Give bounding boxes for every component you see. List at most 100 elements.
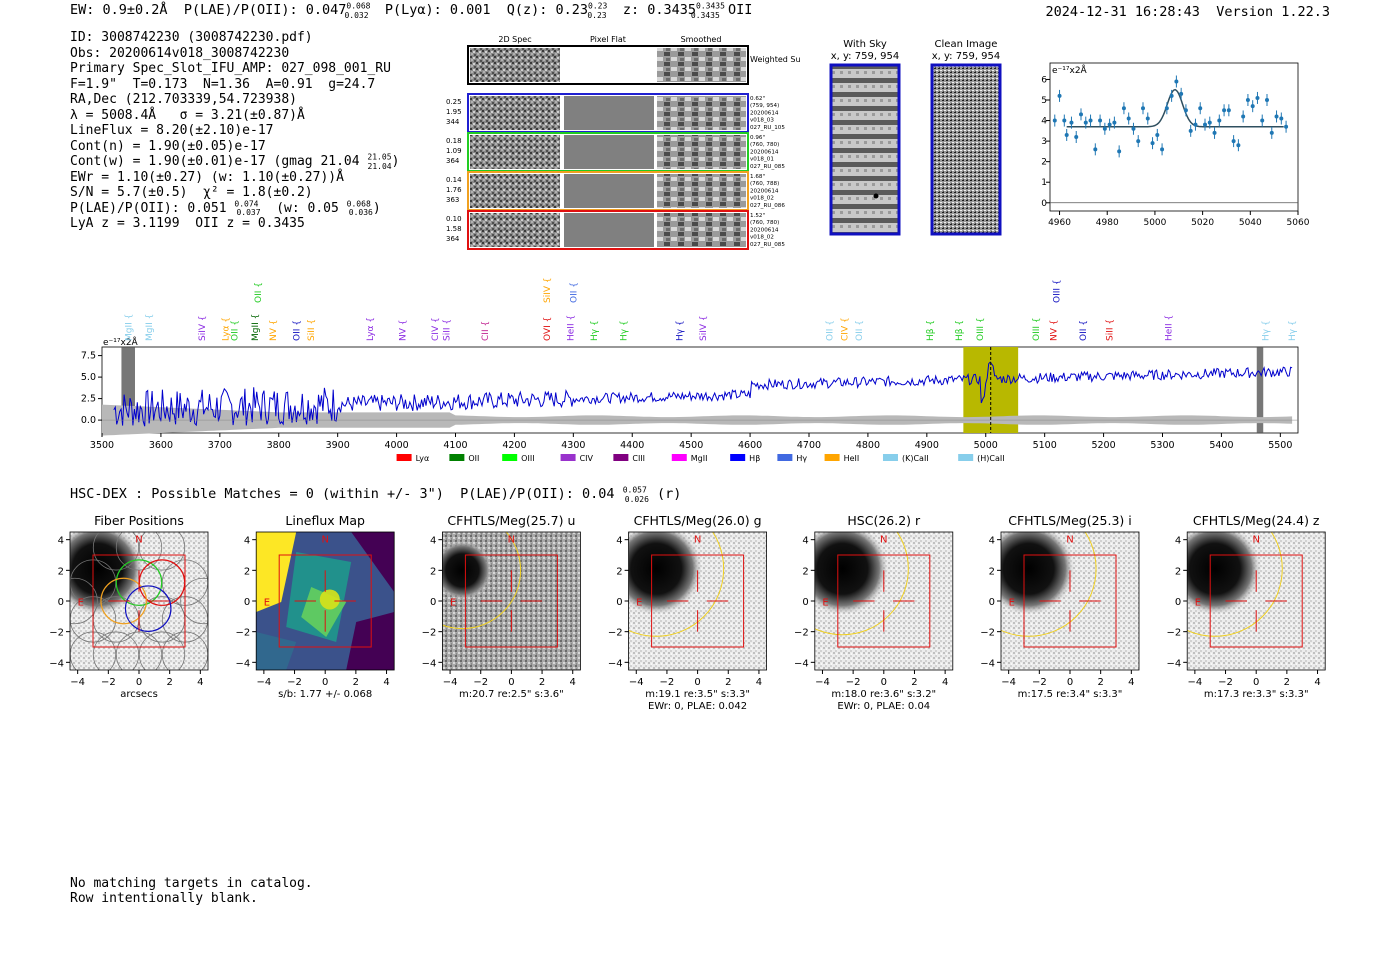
lineflux-patch: [346, 612, 395, 670]
image-xtick-label: 0: [1067, 677, 1073, 688]
spectrum-xtick-label: 5000: [974, 440, 998, 451]
image-ytick-label: 0: [616, 597, 622, 608]
zoom-point: [1231, 139, 1236, 144]
zoom-point: [1062, 118, 1067, 123]
image-xtick-label: 0: [694, 677, 700, 688]
spectrum-line-label-text: SiII {: [443, 319, 453, 341]
image-ytick-label: 2: [244, 566, 250, 577]
image-ytick-label: 4: [802, 536, 808, 547]
zoom-point: [1203, 122, 1207, 127]
zoom-xtick-label: 5040: [1239, 218, 1262, 228]
cutout-detail: 027_RU_085: [750, 242, 785, 248]
spectrum-ytick-label: 7.5: [81, 351, 96, 362]
info-primary: Primary Spec_Slot_IFU_AMP: 027_098_001_R…: [70, 61, 391, 76]
cutout-row: 0.14 1.76 363 1.68"(760, 788)20200614 v018_0…: [446, 171, 785, 211]
cutout-row: 0.25 1.95 344 0.62"(759, 954)20200614 v018_0…: [446, 93, 785, 133]
image-aperture: [628, 532, 725, 637]
image-xtick-label: 4: [1314, 677, 1320, 688]
image-panel-title: CFHTLS/Meg(24.4) z: [1193, 513, 1320, 528]
fiber-circle: [138, 631, 186, 670]
spectrum-legend-swatch: [396, 454, 412, 461]
spectrum-ytick-label: 0.0: [81, 415, 96, 426]
header-version: Version 1.22.3: [1216, 4, 1330, 20]
cutout-2d: [470, 96, 560, 130]
cutout-detail: 20200614: [750, 188, 779, 194]
image-caption: m:20.7 re:2.5" s:3.6": [459, 689, 564, 700]
zoom-point: [1098, 118, 1103, 123]
spectrum-legend-label: CIII: [632, 454, 645, 463]
image-ytick-label: −2: [794, 628, 809, 639]
cutout-smoothed: [657, 96, 746, 130]
image-panel-title: CFHTLS/Meg(25.7) u: [447, 513, 575, 528]
spectrum-line-label-text: OII {: [231, 320, 241, 341]
zoom-point: [1279, 116, 1284, 121]
zoom-xtick-label: 4960: [1048, 218, 1071, 228]
spectrum-line-label: HeII {: [566, 315, 576, 341]
compass-east: E: [822, 598, 828, 609]
image-box: [1209, 554, 1303, 648]
spectrum-xtick-label: 5200: [1091, 440, 1115, 451]
zoom-point: [1079, 112, 1083, 117]
col-smoothed: Smoothed: [681, 35, 722, 44]
image-box: [278, 554, 372, 648]
cutout-n3: 364: [446, 235, 460, 243]
zoom-ytick-label: 3: [1041, 137, 1047, 147]
spectrum-line-label-text: Lyα {: [222, 317, 232, 341]
spectrum-line-label: OII {: [569, 282, 579, 303]
zoom-point: [1217, 118, 1222, 123]
image-ytick-label: 2: [989, 566, 995, 577]
info-radec: RA,Dec (212.703339,54.723938): [70, 92, 297, 107]
sky-panel: With Sky x, y: 759, 954 Clean Image x, y…: [829, 39, 1002, 236]
zoom-point: [1245, 98, 1250, 102]
cutout-2d: [470, 213, 560, 247]
spectrum-line-label-text: MgII {: [251, 314, 261, 341]
spectrum-legend-swatch: [560, 454, 576, 461]
zoom-point: [1069, 120, 1074, 125]
zoom-xtick-label: 5020: [1191, 218, 1214, 228]
zoom-point: [1112, 120, 1117, 125]
cutout-detail: 1.68": [750, 174, 765, 180]
spectrum-line-label-text: CII {: [481, 321, 491, 341]
spectrum-line-label: SiIV {: [543, 277, 553, 303]
spectrum-line-label: OII {: [826, 320, 836, 341]
zoom-point: [1222, 108, 1227, 113]
spectrum-legend-label: CIV: [580, 454, 594, 463]
spectrum-xtick-label: 5500: [1268, 440, 1292, 451]
spectrum-legend-swatch: [671, 454, 687, 461]
compass-east: E: [636, 598, 642, 609]
image-ytick-label: −4: [608, 658, 623, 669]
spectrum-line-label: SiIV {: [699, 315, 709, 341]
image-xtick-label: 2: [1097, 677, 1103, 688]
spectrum-line-label-text: Hγ {: [619, 320, 629, 341]
zoom-plot-area: [1049, 62, 1299, 212]
spectrum-line-label-text: OII {: [1079, 320, 1089, 341]
cutout-detail: 20200614: [750, 227, 779, 233]
image-panel: CFHTLS/Meg(25.3) i N E −4 −4 −2 −2 0 0 2 2 4 4 m:17.5…: [980, 513, 1140, 700]
fiber-circle: [115, 631, 163, 670]
image-caption: m:18.0 re:3.6" s:3.2": [831, 689, 936, 700]
image-panel-title: HSC(26.2) r: [847, 513, 921, 528]
spectrum-line-label-text: SiIV {: [699, 315, 709, 341]
cutout-n1: 0.10: [446, 215, 462, 223]
spectrum-line-label-text: SiIV {: [198, 315, 208, 341]
spectrum-line-label-text: Hβ {: [955, 320, 965, 341]
spectrum-line-label-text: CIV {: [840, 317, 850, 341]
image-ytick-label: −2: [422, 628, 437, 639]
image-ytick-label: 4: [58, 536, 64, 547]
spectrum-line-label-text: HeII {: [566, 315, 576, 341]
spectrum-legend-label: MgII: [691, 454, 708, 463]
spectrum-line-label-text: MgII {: [125, 314, 135, 341]
image-ytick-label: −4: [235, 658, 250, 669]
zoom-point: [1250, 104, 1255, 109]
spectrum-line-label: SiII {: [443, 319, 453, 341]
image-box: [464, 554, 558, 648]
image-xtick-label: −2: [660, 677, 675, 688]
image-xtick-label: −2: [846, 677, 861, 688]
image-ytick-label: 2: [802, 566, 808, 577]
cutout-n1: 0.25: [446, 98, 462, 106]
image-xtick-label: 0: [322, 677, 328, 688]
lineflux-peak: [319, 589, 340, 610]
spectrum-line-label: CIV {: [840, 317, 850, 341]
zoom-xtick-label: 5060: [1287, 218, 1310, 228]
image-ytick-label: −4: [50, 658, 64, 669]
